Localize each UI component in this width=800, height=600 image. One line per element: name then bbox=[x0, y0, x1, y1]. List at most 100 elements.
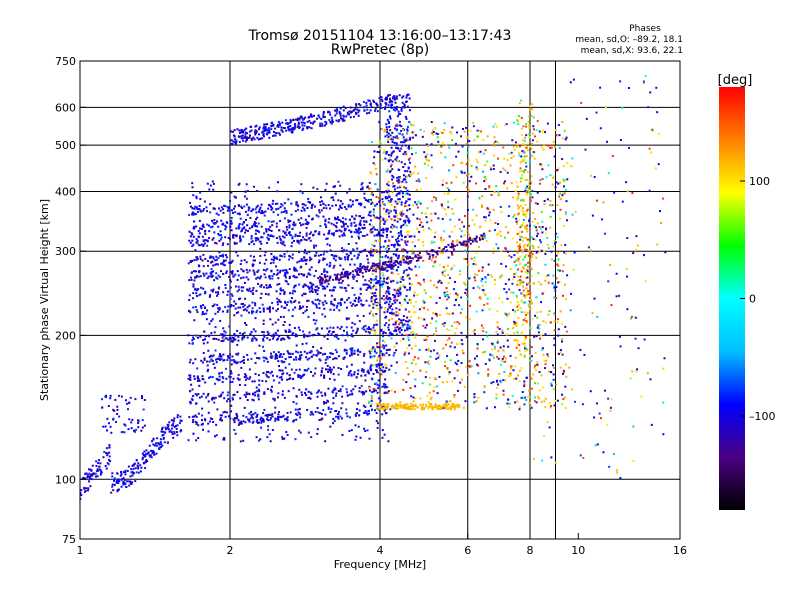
scatter-point bbox=[330, 302, 333, 305]
scatter-point bbox=[195, 289, 198, 292]
scatter-point bbox=[394, 109, 397, 112]
scatter-point bbox=[370, 350, 373, 353]
scatter-point bbox=[413, 356, 416, 359]
scatter-point bbox=[315, 214, 318, 217]
scatter-point bbox=[371, 265, 374, 268]
scatter-point bbox=[178, 422, 181, 425]
scatter-point bbox=[316, 407, 319, 410]
scatter-point bbox=[437, 143, 440, 146]
scatter-point bbox=[344, 228, 347, 231]
scatter-point bbox=[347, 243, 350, 246]
scatter-point bbox=[464, 257, 467, 260]
scatter-point bbox=[386, 285, 389, 288]
scatter-point bbox=[221, 339, 224, 342]
scatter-point bbox=[224, 284, 227, 287]
scatter-point bbox=[106, 462, 109, 465]
scatter-point bbox=[297, 208, 300, 211]
scatter-point bbox=[275, 222, 278, 225]
scatter-point bbox=[373, 284, 376, 287]
scatter-point bbox=[230, 229, 233, 232]
scatter-point bbox=[256, 216, 259, 219]
scatter-point bbox=[270, 258, 273, 261]
scatter-point bbox=[390, 260, 393, 263]
scatter-point bbox=[527, 395, 530, 398]
scatter-point bbox=[376, 301, 379, 304]
scatter-point bbox=[386, 386, 389, 389]
scatter-point bbox=[561, 393, 564, 396]
scatter-point bbox=[189, 205, 192, 208]
scatter-point bbox=[338, 256, 341, 259]
scatter-point bbox=[339, 286, 342, 289]
scatter-point bbox=[336, 326, 339, 329]
scatter-point bbox=[483, 234, 486, 237]
scatter-point bbox=[279, 219, 282, 222]
scatter-point bbox=[369, 214, 372, 217]
scatter-point bbox=[115, 480, 118, 483]
scatter-point bbox=[286, 434, 289, 437]
scatter-point bbox=[379, 284, 382, 287]
scatter-point bbox=[425, 338, 428, 341]
scatter-point bbox=[324, 358, 327, 361]
scatter-point bbox=[257, 393, 260, 396]
scatter-point bbox=[214, 312, 217, 315]
scatter-point bbox=[473, 396, 476, 399]
scatter-point bbox=[292, 289, 295, 292]
scatter-point bbox=[193, 415, 196, 418]
scatter-point bbox=[436, 385, 439, 388]
scatter-point bbox=[363, 391, 366, 394]
scatter-point bbox=[219, 333, 222, 336]
scatter-point bbox=[393, 106, 396, 109]
scatter-point bbox=[311, 291, 314, 294]
scatter-point bbox=[269, 440, 272, 443]
scatter-point bbox=[364, 248, 367, 251]
scatter-point bbox=[170, 419, 173, 422]
scatter-point bbox=[499, 381, 502, 384]
scatter-point bbox=[161, 426, 164, 429]
scatter-point bbox=[350, 326, 353, 329]
scatter-point bbox=[374, 167, 377, 170]
scatter-point bbox=[387, 180, 390, 183]
scatter-point bbox=[281, 243, 284, 246]
scatter-point bbox=[297, 123, 300, 126]
scatter-point bbox=[262, 331, 265, 334]
scatter-point bbox=[389, 230, 392, 233]
scatter-point bbox=[323, 268, 326, 271]
scatter-point bbox=[392, 96, 395, 99]
scatter-point bbox=[407, 327, 410, 330]
scatter-point bbox=[248, 420, 251, 423]
scatter-point bbox=[402, 258, 405, 261]
scatter-point bbox=[239, 239, 242, 242]
scatter-point bbox=[251, 263, 254, 266]
scatter-point bbox=[398, 175, 401, 178]
scatter-point bbox=[266, 268, 269, 271]
scatter-point bbox=[502, 345, 505, 348]
scatter-point bbox=[367, 99, 370, 102]
scatter-point bbox=[362, 370, 365, 373]
scatter-point bbox=[242, 131, 245, 134]
scatter-point bbox=[268, 203, 271, 206]
scatter-point bbox=[497, 383, 500, 386]
scatter-point bbox=[411, 131, 414, 134]
scatter-point bbox=[357, 254, 360, 257]
scatter-point bbox=[246, 132, 249, 135]
scatter-point bbox=[276, 283, 279, 286]
scatter-point bbox=[472, 125, 475, 128]
scatter-point bbox=[456, 321, 459, 324]
scatter-point bbox=[305, 334, 308, 337]
scatter-point bbox=[497, 247, 500, 250]
scatter-point bbox=[239, 361, 242, 364]
scatter-point bbox=[300, 265, 303, 268]
scatter-point bbox=[347, 317, 350, 320]
scatter-point bbox=[298, 301, 301, 304]
scatter-point bbox=[375, 195, 378, 198]
scatter-point bbox=[259, 285, 262, 288]
scatter-point bbox=[468, 180, 471, 183]
scatter-point bbox=[233, 333, 236, 336]
scatter-point bbox=[308, 287, 311, 290]
scatter-point bbox=[473, 401, 476, 404]
scatter-point bbox=[209, 272, 212, 275]
scatter-point bbox=[124, 469, 127, 472]
scatter-point bbox=[547, 164, 550, 167]
scatter-point bbox=[376, 280, 379, 283]
scatter-point bbox=[433, 241, 436, 244]
